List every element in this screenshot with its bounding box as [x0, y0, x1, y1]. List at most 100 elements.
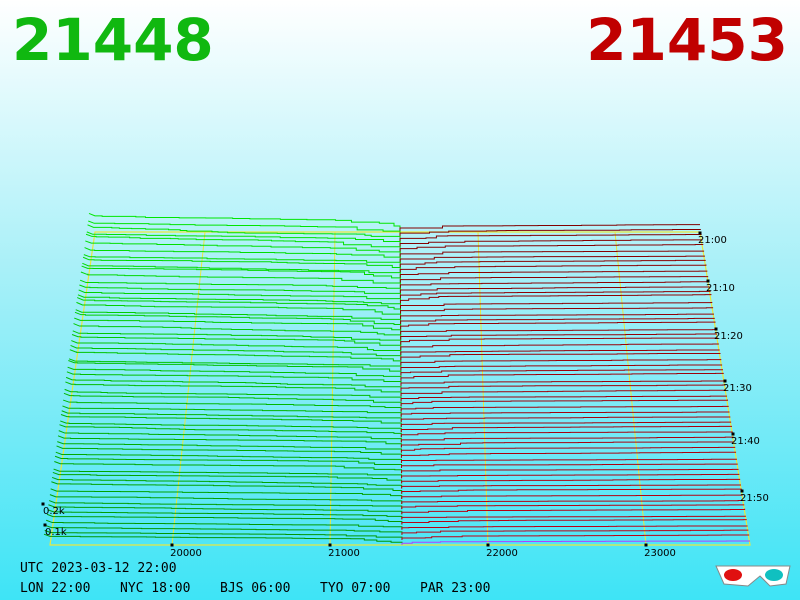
ask-trace [400, 349, 720, 356]
tick-dot [698, 231, 702, 235]
ask-trace [399, 270, 708, 279]
ask-trace [401, 540, 750, 545]
ask-trace [400, 343, 719, 351]
price-gridline [477, 231, 489, 546]
ask-trace [399, 259, 706, 268]
bid-price: 21448 [12, 6, 214, 74]
bid-trace [59, 424, 402, 438]
bid-trace [74, 311, 402, 330]
tick-dot [723, 379, 727, 383]
ask-trace [399, 301, 713, 309]
bid-trace [51, 481, 403, 494]
utc-time: UTC 2023-03-12 22:00 [20, 561, 177, 576]
bid-trace [54, 455, 403, 469]
bid-trace [62, 405, 402, 417]
zone-time: NYC 18:00 [120, 581, 190, 596]
bid-trace [49, 494, 403, 504]
bid-trace [71, 334, 402, 351]
time-tick-label: 21:00 [698, 235, 727, 246]
time-tick-label: 21:20 [714, 331, 743, 342]
bid-trace [48, 504, 403, 515]
tick-dot [43, 523, 47, 527]
glasses-icon [715, 565, 791, 587]
ask-trace [401, 534, 750, 540]
bid-trace [86, 231, 401, 248]
depth-tick-label: 0.2k [43, 506, 65, 517]
ask-trace [401, 468, 739, 474]
zone-time: BJS 06:00 [220, 581, 290, 596]
bid-trace [67, 366, 402, 381]
ask-trace [400, 329, 717, 335]
ask-trace [400, 384, 726, 392]
depth-traces [43, 212, 750, 545]
bid-trace [76, 301, 402, 320]
bid-trace [44, 529, 403, 540]
ask-trace [399, 233, 702, 243]
ask-trace [400, 321, 716, 330]
bid-trace [63, 399, 402, 412]
bid-trace [79, 284, 401, 299]
ask-trace [400, 352, 721, 361]
bid-trace [80, 271, 401, 289]
ask-trace [400, 333, 718, 340]
axis-labels: 20000 21000 22000 23000 21:00 21:10 21:20 21:30… [41, 231, 769, 559]
ask-trace [401, 525, 748, 530]
bid-trace [60, 414, 402, 427]
bid-trace [60, 420, 402, 433]
ask-trace [401, 478, 741, 484]
bid-trace [50, 488, 403, 499]
price-tick-label: 22000 [486, 548, 518, 559]
ask-trace [399, 286, 710, 294]
ask-trace [400, 389, 727, 397]
tick-dot [731, 432, 735, 436]
bid-trace [64, 388, 402, 402]
zone-time: PAR 23:00 [420, 581, 490, 596]
bid-trace [70, 345, 402, 361]
price-tick-label: 20000 [170, 548, 202, 559]
ask-trace [399, 224, 700, 232]
ask-trace [400, 313, 714, 320]
bid-trace [88, 220, 401, 238]
ask-trace [400, 364, 723, 371]
ask-trace [399, 276, 709, 284]
ask-trace [400, 395, 728, 402]
bid-trace [65, 376, 402, 392]
time-tick-label: 21:40 [731, 436, 760, 447]
ask-trace [400, 436, 734, 443]
bid-trace [53, 468, 403, 479]
bid-trace [79, 279, 401, 294]
ask-trace [400, 458, 737, 463]
ask-trace [400, 425, 732, 433]
bid-trace [71, 340, 402, 356]
glasses-lens-cyan [765, 569, 783, 581]
bid-trace [57, 435, 402, 448]
bid-trace [78, 289, 401, 304]
ask-trace [399, 250, 705, 258]
time-tick-label: 21:10 [706, 283, 735, 294]
ask-trace [401, 494, 743, 499]
ask-trace [400, 372, 724, 381]
ask-trace [399, 264, 707, 274]
ask-trace [400, 337, 719, 345]
ask-trace [400, 359, 722, 366]
ask-trace [400, 416, 731, 422]
ask-trace [400, 405, 729, 412]
ask-trace [401, 529, 749, 535]
tick-dot [328, 543, 332, 547]
ask-trace [400, 421, 732, 427]
ask-trace [401, 504, 745, 510]
bid-trace [74, 317, 402, 335]
bid-trace [56, 445, 402, 458]
ask-trace [399, 255, 705, 263]
ask-trace [399, 228, 701, 238]
bid-trace [48, 500, 403, 510]
price-tick-label: 21000 [328, 548, 360, 559]
ask-trace [400, 441, 735, 448]
bid-trace [65, 381, 402, 397]
zone-time: TYO 07:00 [320, 581, 390, 596]
tick-dot [740, 489, 744, 493]
bid-trace [68, 358, 402, 371]
bid-trace [77, 297, 402, 315]
ask-price: 21453 [586, 6, 788, 74]
bid-trace [43, 533, 403, 545]
